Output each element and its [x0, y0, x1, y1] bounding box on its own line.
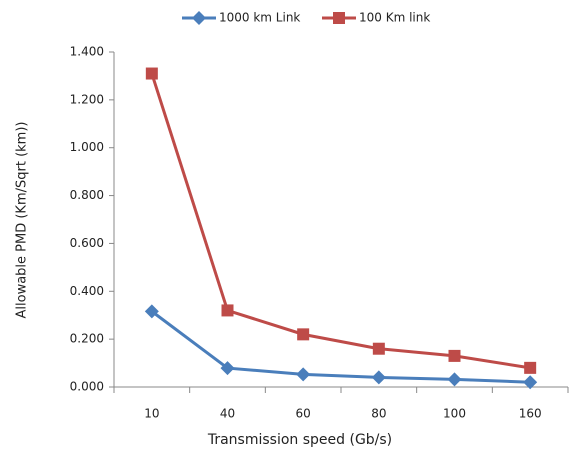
legend-label: 1000 km Link [219, 11, 300, 25]
x-tick-label: 100 [443, 407, 466, 421]
legend-marker [192, 11, 206, 25]
series-line [150, 73, 531, 370]
data-point [220, 361, 235, 376]
data-point [371, 370, 386, 385]
data-point [221, 304, 234, 317]
x-tick-label: 80 [371, 407, 386, 421]
data-point [447, 372, 462, 387]
y-tick-label: 0.200 [70, 332, 104, 346]
data-point [448, 349, 461, 362]
series-line [150, 310, 531, 384]
x-tick-label: 40 [220, 407, 235, 421]
data-point [296, 367, 311, 382]
y-tick-label: 1.200 [70, 92, 104, 106]
y-tick-label: 0.000 [70, 380, 104, 394]
x-tick-label: 10 [144, 407, 159, 421]
data-point [144, 304, 159, 319]
y-axis-title: Allowable PMD (Km/Sqrt (km)) [15, 122, 30, 319]
y-tick-label: 1.400 [70, 45, 104, 59]
x-tick-label: 60 [296, 407, 311, 421]
x-axis-title: Transmission speed (Gb/s) [207, 432, 392, 448]
data-point [297, 328, 310, 341]
data-point [372, 342, 385, 355]
x-tick-label: 160 [519, 407, 542, 421]
y-tick-label: 0.400 [70, 284, 104, 298]
data-point [145, 67, 158, 80]
y-tick-label: 0.600 [70, 236, 104, 250]
y-tick-label: 0.800 [70, 188, 104, 202]
legend-label: 100 Km link [359, 11, 430, 25]
legend-marker [333, 12, 345, 24]
data-point [524, 361, 537, 374]
y-tick-label: 1.000 [70, 140, 104, 154]
data-point [523, 375, 538, 390]
